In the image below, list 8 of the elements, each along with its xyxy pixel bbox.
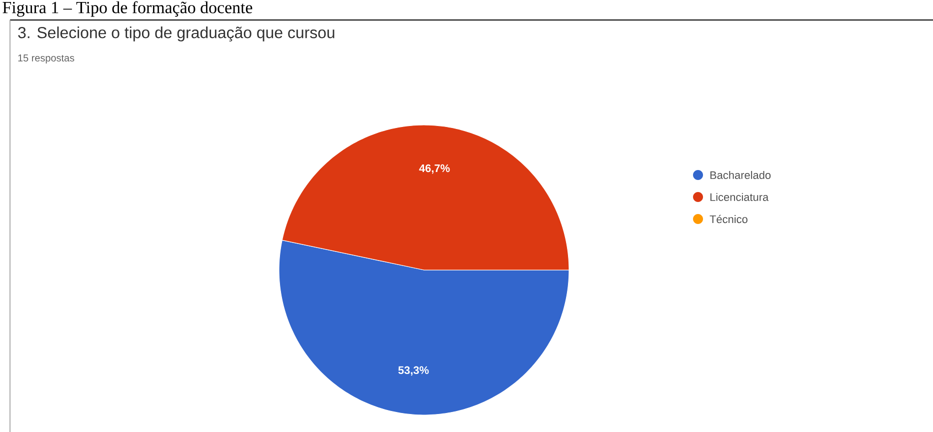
legend-label: Bacharelado bbox=[710, 170, 771, 180]
chart-title: 3. Selecione o tipo de graduação que cursou bbox=[18, 26, 334, 42]
text: Figura 1 – Tipo de formação docente bbox=[2, 1, 252, 17]
data-label: 53,3% bbox=[398, 366, 429, 376]
text: 15 respostas bbox=[18, 54, 74, 64]
data-label: 46,7% bbox=[419, 164, 450, 174]
legend-label: Licenciatura bbox=[710, 192, 769, 202]
legend-label: Técnico bbox=[710, 214, 748, 224]
